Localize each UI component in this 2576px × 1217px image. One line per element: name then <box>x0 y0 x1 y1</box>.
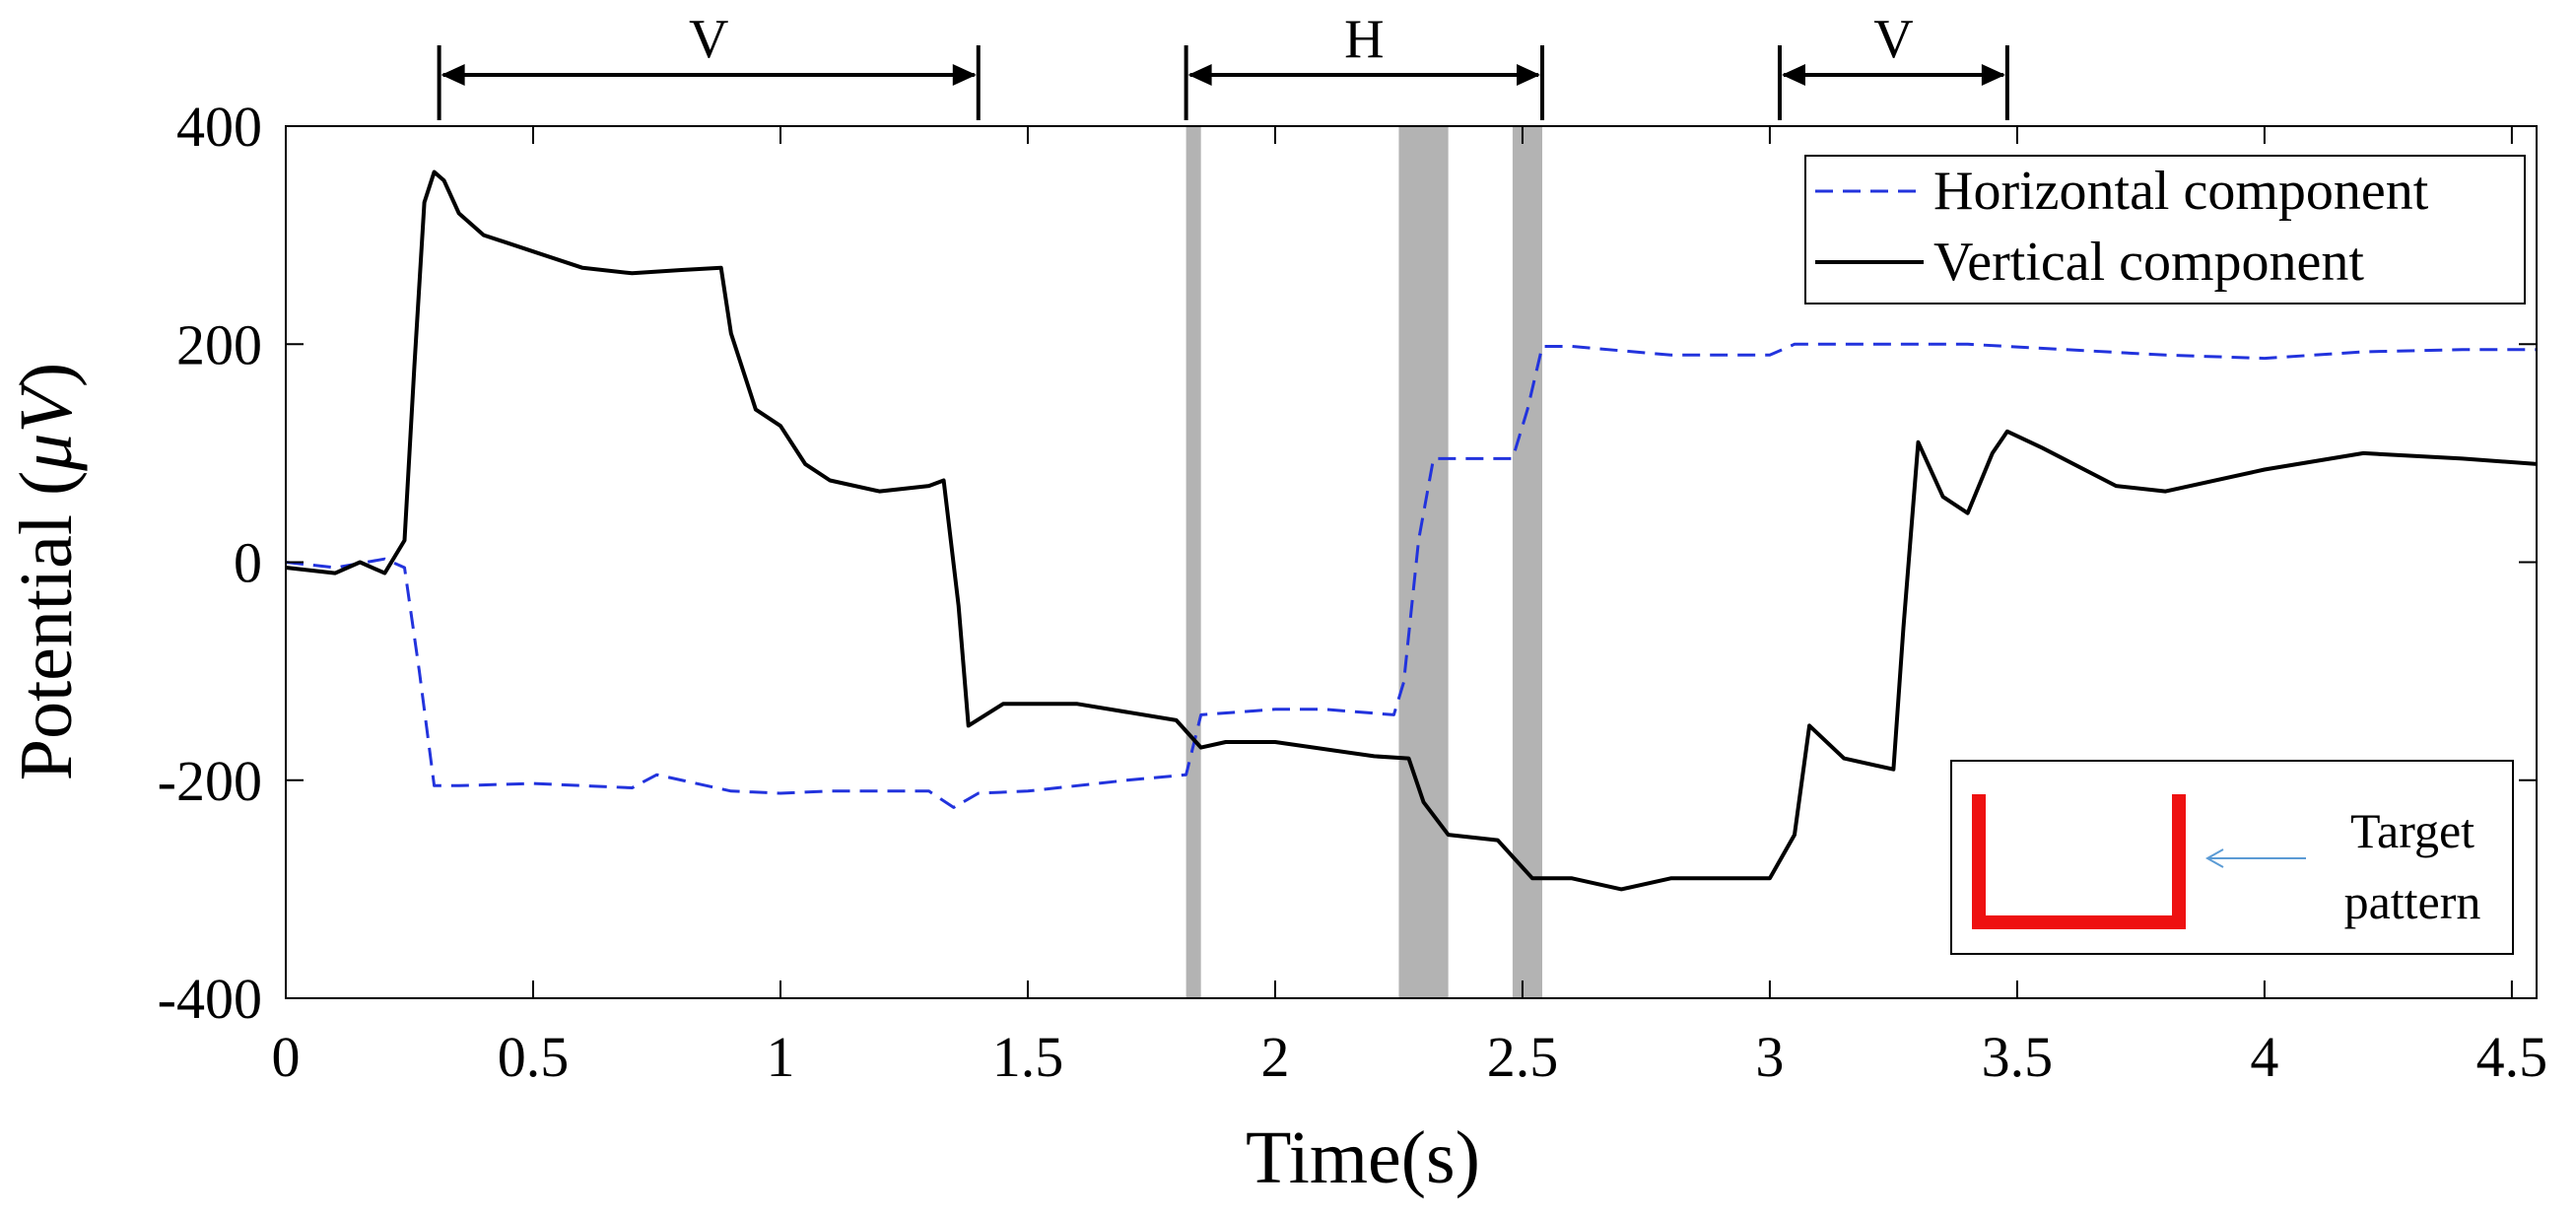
shaded-region-1 <box>1186 126 1201 998</box>
vertical-component-line <box>285 169 2538 892</box>
x-tick-label: 0 <box>272 1025 301 1089</box>
shaded-region-3 <box>1512 126 1543 998</box>
y-tick-label: 0 <box>234 531 262 595</box>
tick-labels: 0 0.5 1 1.5 2 2.5 3 3.5 4 4.5 -400 -200 0 200 400 <box>158 95 2547 1089</box>
y-tick-label: -400 <box>158 967 262 1031</box>
target-pointer-arrow-head <box>2204 848 2224 868</box>
horizontal-component-line <box>285 342 2537 809</box>
x-axis-label: Time(s) <box>1246 1116 1480 1199</box>
y-tick-label: -200 <box>158 749 262 813</box>
legend-horizontal-label: Horizontal component <box>1933 161 2429 222</box>
y-axis-label-close: ) <box>5 363 88 387</box>
legend-box <box>1804 155 2526 304</box>
x-tick-label: 1.5 <box>992 1025 1064 1089</box>
legend: Horizontal component Vertical component <box>1804 155 2526 304</box>
x-tick-label: 4 <box>2250 1025 2278 1089</box>
interval-annotation-2: H <box>1184 9 1545 120</box>
inset-label-line1: Target <box>2350 803 2474 858</box>
interval-arrowhead-right <box>1981 64 2005 86</box>
inset-label-line2: pattern <box>2344 874 2481 929</box>
interval-label: H <box>1344 9 1384 70</box>
interval-annotation-3: V <box>1777 9 2009 120</box>
y-axis-label-unit: μV <box>5 380 88 472</box>
series-lines <box>285 169 2538 892</box>
x-tick-label: 1 <box>766 1025 794 1089</box>
legend-vertical-label: Vertical component <box>1933 232 2364 293</box>
y-tick-label: 400 <box>176 95 262 159</box>
y-axis-label-text: Potential ( <box>5 471 88 781</box>
x-tick-label: 3 <box>1755 1025 1784 1089</box>
interval-arrowhead-left <box>1187 64 1212 86</box>
x-tick-label: 0.5 <box>498 1025 570 1089</box>
x-tick-label: 3.5 <box>1982 1025 2054 1089</box>
x-tick-label: 2 <box>1260 1025 1289 1089</box>
target-pattern-inset: Target pattern <box>1950 760 2514 955</box>
interval-arrowhead-left <box>441 64 465 86</box>
interval-arrowhead-right <box>1517 64 1541 86</box>
interval-arrowhead-right <box>952 64 977 86</box>
axes <box>285 125 2538 999</box>
y-tick-label: 200 <box>176 312 262 376</box>
interval-label: V <box>1873 9 1913 70</box>
shaded-regions <box>1186 126 1543 998</box>
x-tick-label: 4.5 <box>2476 1025 2548 1089</box>
interval-arrowhead-left <box>1781 64 1805 86</box>
interval-annotation-1: V <box>437 9 981 120</box>
interval-label: V <box>689 9 728 70</box>
target-pattern-shape <box>1972 794 2186 929</box>
shaded-region-2 <box>1398 126 1449 998</box>
y-axis-label: Potential (μV) <box>5 363 88 780</box>
x-tick-label: 2.5 <box>1487 1025 1559 1089</box>
